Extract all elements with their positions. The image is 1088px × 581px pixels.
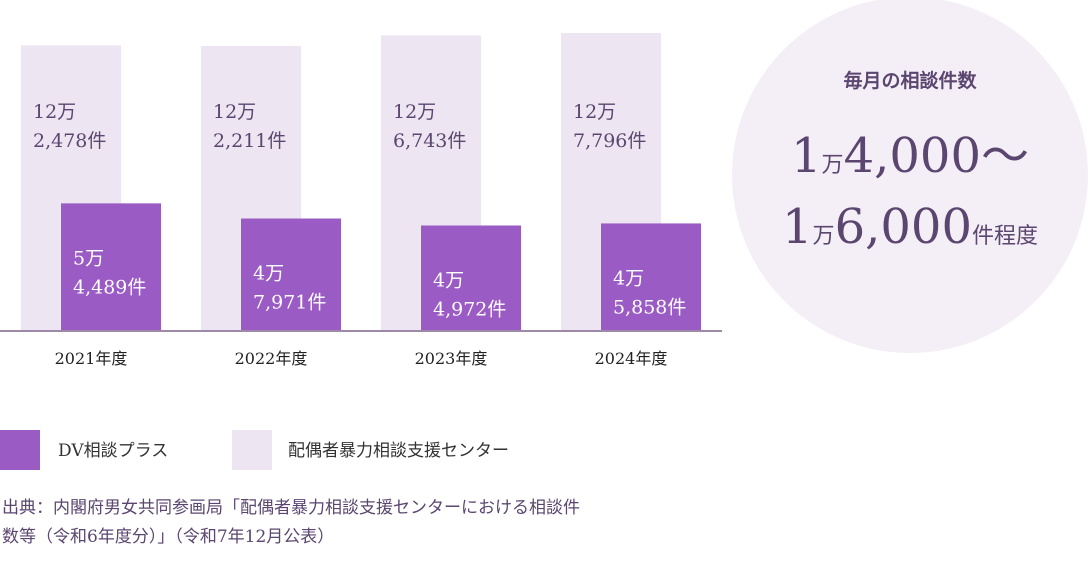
value-label: 12万 [33, 101, 76, 123]
bar [421, 225, 521, 330]
value-label: 2,211件 [213, 130, 286, 152]
legend-swatch [232, 430, 272, 470]
source-note: 出典：内閣府男女共同参画局「配偶者暴力相談支援センターにおける相談件 [2, 498, 580, 518]
callout-unit: 万 [813, 224, 835, 249]
legend-swatch [0, 430, 40, 470]
value-label: 7,971件 [253, 292, 326, 314]
x-tick-label: 2022年度 [235, 349, 308, 368]
value-label: 4,489件 [73, 276, 146, 298]
callout-number: 1 [791, 128, 822, 184]
value-label: 7,796件 [573, 130, 646, 152]
source-note: 数等（令和6年度分）」（令和7年12月公表） [2, 527, 334, 547]
value-label: 4万 [613, 267, 644, 289]
x-tick-label: 2021年度 [55, 349, 128, 368]
value-label: 12万 [393, 101, 436, 123]
value-label: 4万 [433, 269, 464, 291]
callout-unit: 万 [822, 153, 844, 178]
bar [241, 218, 341, 330]
value-label: 4万 [253, 263, 284, 285]
legend-label: 配偶者暴力相談支援センター [288, 441, 509, 461]
x-tick-label: 2023年度 [415, 349, 488, 368]
callout-title: 毎月の相談件数 [843, 69, 977, 92]
bar [61, 203, 161, 330]
value-label: 12万 [213, 101, 256, 123]
callout-number: 1 [782, 199, 813, 255]
callout-line: 1万4,000～ [791, 128, 1029, 184]
value-label: 2,478件 [33, 130, 106, 152]
value-label: 12万 [573, 101, 616, 123]
callout-unit: 件程度 [972, 224, 1038, 249]
value-label: 5,858件 [613, 296, 686, 318]
value-label: 5万 [73, 247, 104, 269]
value-label: 6,743件 [393, 130, 466, 152]
value-label: 4,972件 [433, 298, 506, 320]
x-tick-label: 2024年度 [595, 349, 668, 368]
legend-label: DV相談プラス [58, 441, 168, 461]
bar [601, 223, 701, 330]
callout-number: 6,000 [835, 199, 972, 255]
callout-line: 1万6,000件程度 [782, 199, 1038, 255]
callout-circle [732, 0, 1088, 353]
callout-number: 4,000～ [844, 128, 1029, 184]
